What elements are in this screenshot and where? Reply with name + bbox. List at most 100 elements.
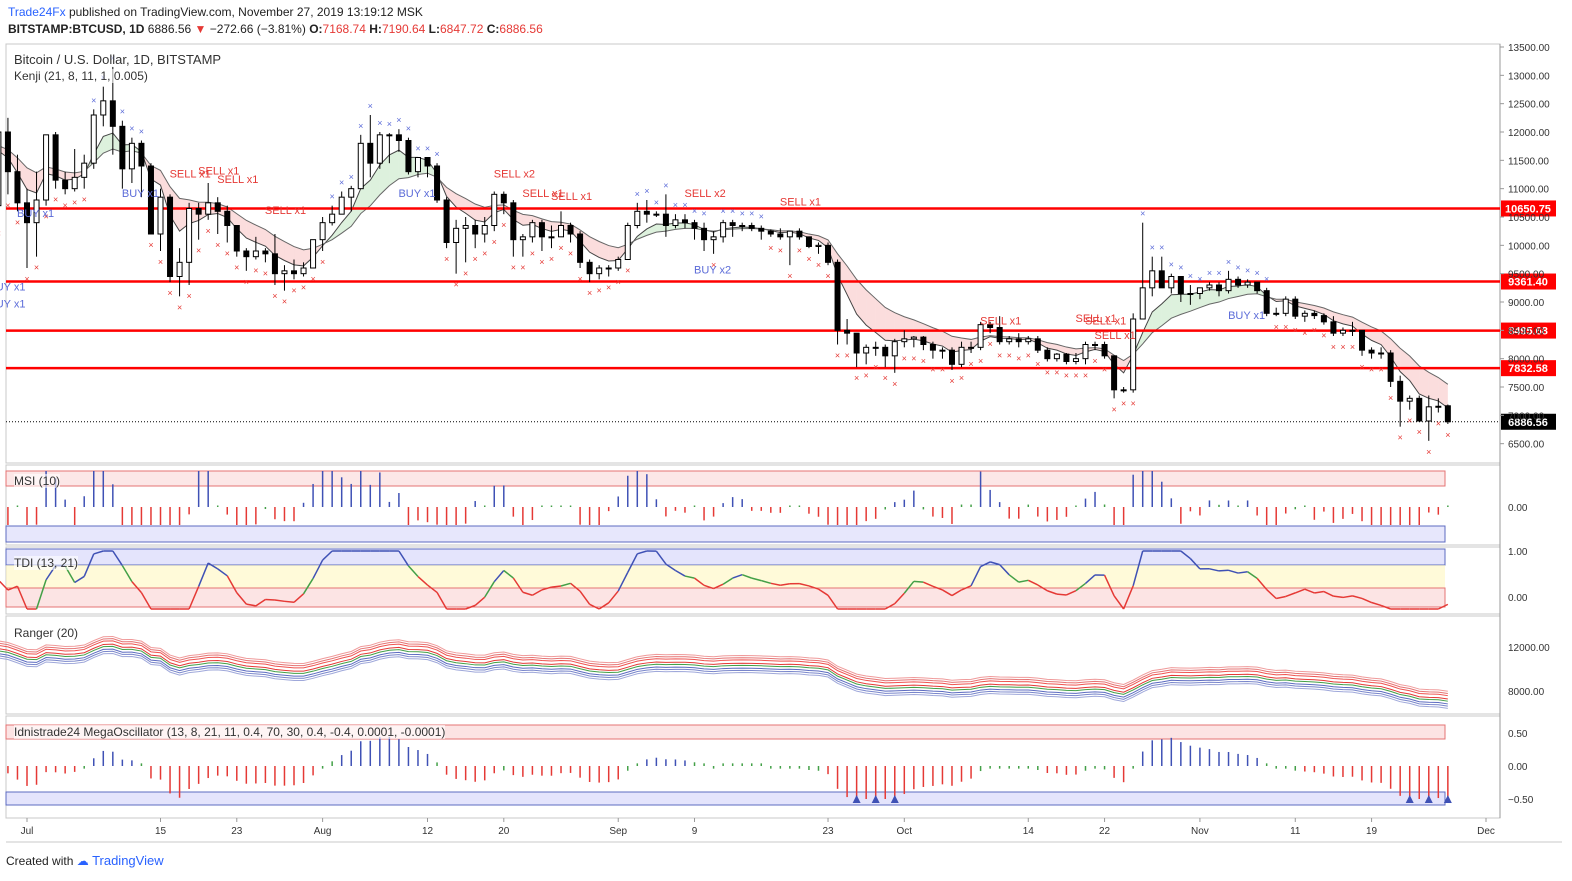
candle-body xyxy=(643,210,650,215)
sell-marker: × xyxy=(225,249,230,259)
buy-marker: × xyxy=(1264,274,1269,284)
tdi-tick-label: 1.00 xyxy=(1508,547,1528,558)
candle-body xyxy=(300,267,307,275)
candle xyxy=(81,154,88,189)
candle xyxy=(748,222,755,232)
signal-label: BUY x1 xyxy=(17,208,54,220)
candle-body xyxy=(929,344,936,351)
tdi-line-segment xyxy=(627,553,638,573)
candle xyxy=(1101,341,1108,359)
tdi-line-segment xyxy=(1333,595,1344,599)
candle xyxy=(1311,310,1318,319)
sell-marker: × xyxy=(1274,322,1279,332)
candle xyxy=(1177,276,1184,302)
sell-marker: × xyxy=(1293,325,1298,335)
tdi-line-segment xyxy=(1304,588,1315,594)
sell-marker: × xyxy=(711,260,716,270)
sell-marker: × xyxy=(1016,353,1021,363)
sell-marker: × xyxy=(940,365,945,375)
candle xyxy=(910,336,917,348)
candle xyxy=(357,134,364,190)
y-tick-label: 7500.00 xyxy=(1508,383,1545,394)
candle-body xyxy=(748,225,755,229)
candle-body xyxy=(586,261,593,275)
candle xyxy=(1397,375,1404,427)
tdi-line-segment xyxy=(1285,592,1296,598)
sell-marker: × xyxy=(787,271,792,281)
tdi-line-segment xyxy=(913,580,924,583)
buy-marker: × xyxy=(701,209,706,219)
candle-body xyxy=(634,210,641,226)
tdi-line-segment xyxy=(617,572,629,592)
candle xyxy=(586,259,593,283)
candle-body xyxy=(33,199,40,224)
signal-label: BUY x1 xyxy=(122,188,159,200)
sell-marker: × xyxy=(597,285,602,295)
candle xyxy=(815,242,822,254)
x-tick-label: Sep xyxy=(609,826,627,837)
candle xyxy=(443,197,450,249)
tdi-line-segment xyxy=(761,579,772,585)
tradingview-link[interactable]: TradingView xyxy=(92,853,164,868)
sell-marker: × xyxy=(921,356,926,366)
low-value: 6847.72 xyxy=(440,22,484,36)
buy-marker: × xyxy=(339,178,344,188)
pane-frame xyxy=(5,615,1501,715)
author-link[interactable]: Trade24Fx xyxy=(8,5,66,19)
tdi-line-segment xyxy=(799,582,810,587)
tdi-line-segment xyxy=(741,574,752,579)
sell-marker: × xyxy=(1054,368,1059,378)
tdi-line-segment xyxy=(1047,590,1058,595)
kenji-cloud-segment xyxy=(1390,338,1401,372)
candle xyxy=(853,332,860,368)
candle xyxy=(186,202,193,285)
sell-marker: × xyxy=(1398,433,1403,443)
kenji-cloud-segment xyxy=(904,316,914,341)
tdi-line-segment xyxy=(1323,590,1334,597)
candle xyxy=(100,86,107,127)
level-price-tag xyxy=(1501,322,1556,339)
candle xyxy=(205,183,212,220)
candle xyxy=(1053,353,1060,362)
candle-body xyxy=(1235,278,1242,286)
tdi-line-segment xyxy=(35,579,47,610)
tdi-line-segment xyxy=(713,583,724,590)
buy-marker: × xyxy=(654,197,659,207)
x-tick-label: Dec xyxy=(1477,826,1495,837)
tdi-line-segment xyxy=(579,590,591,605)
candle-body xyxy=(1139,287,1146,320)
candle-body xyxy=(519,236,526,241)
sell-marker: × xyxy=(63,200,68,210)
candle xyxy=(519,234,526,257)
candle-body xyxy=(90,114,97,164)
ranger-band-line xyxy=(0,640,1448,697)
mega-lower-band xyxy=(5,791,1446,806)
candle xyxy=(720,219,727,243)
signal-label: BUY x1 xyxy=(0,282,25,294)
created-with-text: Created with xyxy=(6,854,74,868)
kenji-cloud-segment xyxy=(1142,311,1153,344)
sell-marker: × xyxy=(539,257,544,267)
candle-body xyxy=(167,196,174,278)
candle-body xyxy=(510,202,517,241)
candle xyxy=(701,222,708,251)
buy-marker: × xyxy=(1188,271,1193,281)
sell-marker: × xyxy=(978,356,983,366)
candle xyxy=(1082,341,1089,365)
sell-marker: × xyxy=(568,249,573,259)
candle-body xyxy=(52,134,59,181)
candle xyxy=(1330,316,1337,336)
sell-marker: × xyxy=(492,237,497,247)
candle-body xyxy=(1368,349,1375,354)
buy-marker: × xyxy=(1207,268,1212,278)
tdi-line-segment xyxy=(570,582,581,592)
tdi-line-segment xyxy=(903,580,915,594)
sell-marker: × xyxy=(1369,365,1374,375)
candle-body xyxy=(1158,270,1165,289)
candle xyxy=(863,344,870,365)
candle-body xyxy=(891,341,898,357)
candle-body xyxy=(338,196,345,215)
candle xyxy=(1130,313,1137,393)
kenji-cloud-segment xyxy=(856,279,867,326)
